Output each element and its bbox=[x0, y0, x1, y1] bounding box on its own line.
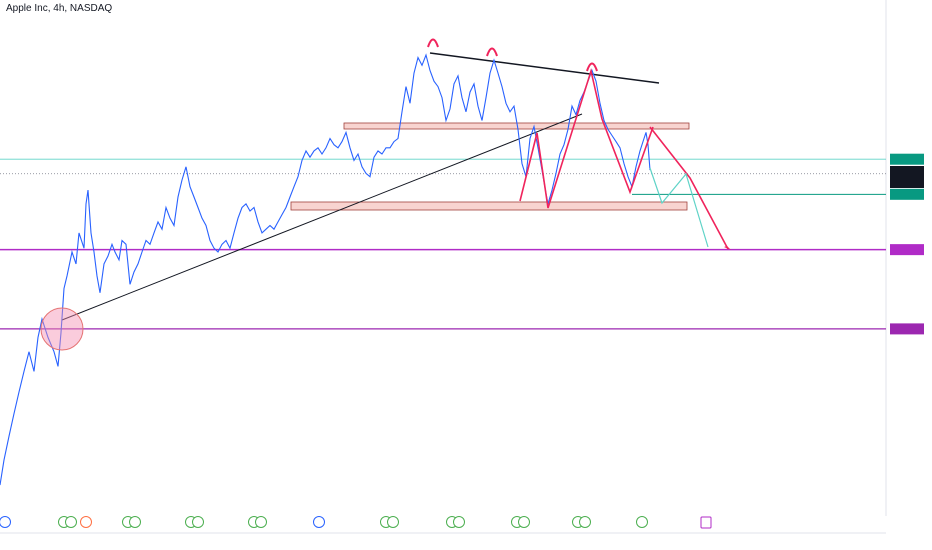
support-zone bbox=[290, 201, 688, 211]
event-badge-future[interactable] bbox=[700, 516, 712, 529]
current-price-badge-bg bbox=[890, 166, 924, 188]
event-badge-dividend-pair[interactable] bbox=[453, 516, 465, 528]
event-badge-dividend-pair[interactable] bbox=[255, 516, 267, 528]
event-badge[interactable] bbox=[313, 516, 325, 528]
badge-119-62-bg bbox=[890, 244, 924, 256]
head-marker-2 bbox=[586, 62, 598, 72]
event-badge-dividend-pair[interactable] bbox=[65, 516, 77, 528]
badge-100-83-bg bbox=[890, 323, 924, 335]
badge-134-77-bg bbox=[890, 188, 924, 200]
event-badge-dividend-pair[interactable] bbox=[518, 516, 530, 528]
event-badge[interactable] bbox=[80, 516, 92, 528]
event-badge-dividend-pair[interactable] bbox=[192, 516, 204, 528]
price-line bbox=[0, 53, 651, 486]
event-badge-dividend-pair[interactable] bbox=[387, 516, 399, 528]
rising-trendline bbox=[61, 113, 583, 321]
head-marker-1 bbox=[486, 47, 498, 57]
event-badge[interactable] bbox=[636, 516, 648, 528]
chart-title: Apple Inc, 4h, NASDAQ bbox=[6, 3, 113, 14]
breakout-circle bbox=[40, 307, 84, 351]
event-badge-dividend-pair[interactable] bbox=[579, 516, 591, 528]
event-badge[interactable] bbox=[0, 516, 11, 528]
head-marker-0 bbox=[427, 38, 439, 48]
alt-projection bbox=[649, 167, 709, 248]
descending-resistance-line bbox=[429, 52, 660, 84]
badge-145-37-bg bbox=[890, 153, 924, 165]
bearish-projection bbox=[649, 126, 729, 250]
pattern-path bbox=[519, 67, 654, 209]
projection-arrow-head bbox=[722, 241, 731, 250]
event-badge-dividend-pair[interactable] bbox=[129, 516, 141, 528]
